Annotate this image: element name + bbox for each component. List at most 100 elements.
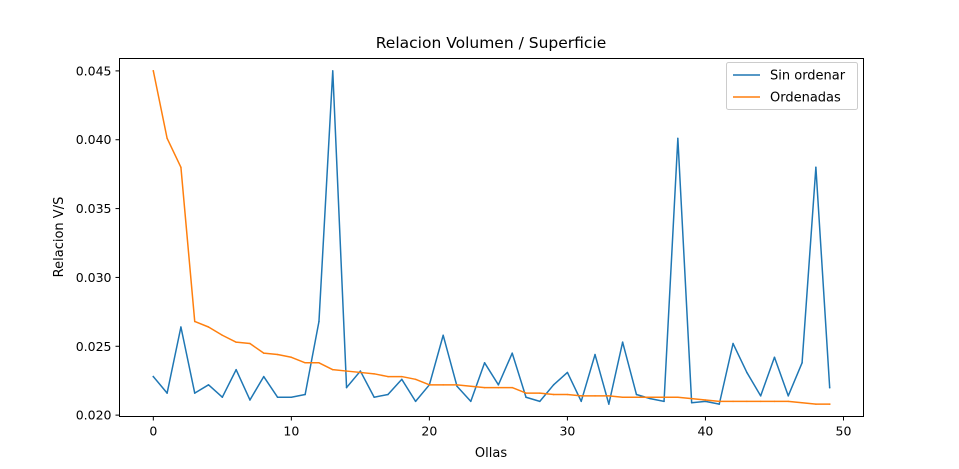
data-point <box>511 352 513 354</box>
legend: Sin ordenar Ordenadas <box>726 62 858 110</box>
y-tick-label: 0.035 <box>76 201 112 216</box>
data-point <box>552 393 555 396</box>
data-point <box>456 384 458 386</box>
legend-label-0: Sin ordenar <box>770 69 846 84</box>
data-point <box>456 385 458 387</box>
chart-title: Relacion Volumen / Superficie <box>376 34 607 52</box>
data-point <box>359 370 362 372</box>
data-point <box>649 396 651 398</box>
series-line-1 <box>152 70 831 405</box>
data-point <box>497 384 500 386</box>
data-point <box>221 396 224 398</box>
data-point <box>746 371 748 374</box>
data-point <box>262 352 265 354</box>
data-point <box>249 342 251 345</box>
data-point <box>387 375 389 378</box>
x-tick-label: 10 <box>283 424 299 439</box>
data-point <box>180 326 182 328</box>
data-point <box>580 400 582 403</box>
data-point <box>539 400 541 403</box>
data-point <box>511 386 513 389</box>
data-point <box>718 400 721 403</box>
data-point <box>621 396 624 398</box>
x-axis: 0 10 20 30 40 50 <box>149 416 852 439</box>
y-tick-label: 0.025 <box>76 339 112 354</box>
data-point <box>704 400 707 403</box>
data-point <box>801 401 803 404</box>
data-point <box>497 386 500 389</box>
data-point <box>345 386 348 389</box>
data-point <box>677 396 679 398</box>
data-point <box>690 401 693 404</box>
data-point <box>621 341 624 343</box>
data-point <box>166 137 168 140</box>
x-tick-label: 50 <box>836 424 852 439</box>
data-point <box>759 400 762 403</box>
data-point <box>290 396 293 398</box>
data-point <box>180 166 182 169</box>
y-tick-label: 0.040 <box>76 132 112 147</box>
data-point <box>815 166 817 169</box>
data-point <box>221 334 224 337</box>
x-axis-title: Ollas <box>475 446 507 461</box>
data-point <box>552 384 555 386</box>
data-point <box>759 395 762 397</box>
data-point <box>235 368 237 371</box>
data-point <box>746 400 748 403</box>
data-point <box>207 326 210 328</box>
data-point <box>663 400 665 403</box>
data-point <box>276 396 279 398</box>
data-point <box>193 320 196 323</box>
data-point <box>677 137 679 140</box>
y-tick-label: 0.020 <box>76 408 112 423</box>
data-point <box>235 341 237 343</box>
plot-frame <box>119 58 864 417</box>
data-point <box>732 342 734 345</box>
data-point <box>373 373 375 375</box>
x-tick-label: 30 <box>559 424 575 439</box>
data-point <box>608 395 610 397</box>
data-point <box>594 395 596 397</box>
data-point <box>608 403 610 405</box>
data-point <box>152 375 155 378</box>
data-point <box>442 384 444 386</box>
data-point <box>276 353 279 356</box>
y-tick-label: 0.030 <box>76 270 112 285</box>
data-point <box>828 386 831 389</box>
data-point <box>801 362 803 364</box>
data-point <box>304 393 306 396</box>
data-point <box>718 403 721 405</box>
data-point <box>635 393 638 396</box>
data-point <box>249 399 251 401</box>
data-point <box>401 375 403 378</box>
y-axis: 0.020 0.025 0.030 0.035 0.040 0.045 <box>76 63 120 423</box>
x-tick-label: 20 <box>421 424 437 439</box>
data-point <box>152 70 155 72</box>
data-point <box>304 362 306 364</box>
series-line-0 <box>152 70 831 405</box>
data-point <box>442 334 444 337</box>
data-point <box>828 403 831 405</box>
data-point <box>470 400 472 403</box>
data-point <box>428 384 431 386</box>
data-point <box>262 375 265 378</box>
data-point <box>663 396 665 398</box>
legend-label-1: Ordenadas <box>770 91 841 106</box>
data-point <box>318 362 320 364</box>
data-point <box>787 395 790 397</box>
data-point <box>166 392 168 394</box>
data-point <box>359 371 362 374</box>
data-point <box>401 378 403 381</box>
y-axis-title: Relacion V/S <box>52 197 67 278</box>
data-point <box>649 397 651 400</box>
data-point <box>193 392 196 394</box>
x-tick-label: 0 <box>149 424 157 439</box>
data-point <box>566 371 569 374</box>
data-point <box>483 362 486 364</box>
data-point <box>773 356 776 359</box>
data-point <box>690 397 693 400</box>
data-point <box>732 400 734 403</box>
data-point <box>815 403 817 405</box>
data-point <box>207 384 210 386</box>
y-tick-label: 0.045 <box>76 63 112 78</box>
